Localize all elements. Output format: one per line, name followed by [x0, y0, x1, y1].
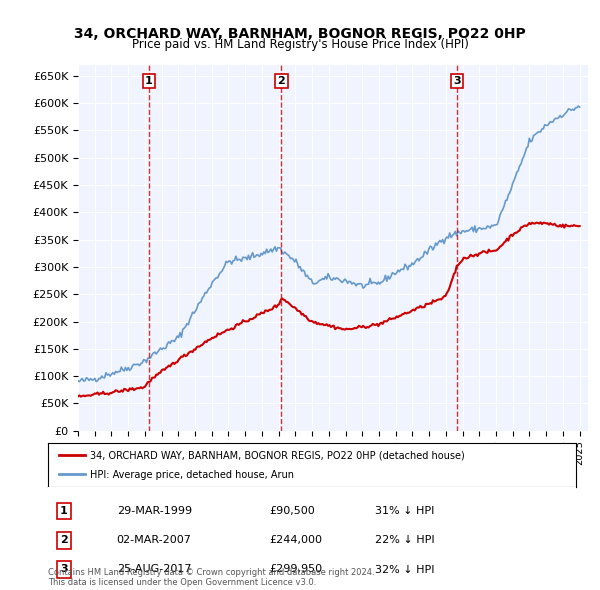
Text: 32% ↓ HPI: 32% ↓ HPI — [376, 565, 435, 575]
Text: 2: 2 — [278, 76, 286, 86]
Text: 2: 2 — [60, 535, 68, 545]
Text: 34, ORCHARD WAY, BARNHAM, BOGNOR REGIS, PO22 0HP (detached house): 34, ORCHARD WAY, BARNHAM, BOGNOR REGIS, … — [90, 451, 465, 461]
Text: £299,950: £299,950 — [270, 565, 323, 575]
Text: 22% ↓ HPI: 22% ↓ HPI — [376, 535, 435, 545]
Text: 29-MAR-1999: 29-MAR-1999 — [116, 506, 192, 516]
Text: Price paid vs. HM Land Registry's House Price Index (HPI): Price paid vs. HM Land Registry's House … — [131, 38, 469, 51]
Text: £90,500: £90,500 — [270, 506, 316, 516]
Text: 25-AUG-2017: 25-AUG-2017 — [116, 565, 191, 575]
Text: 34, ORCHARD WAY, BARNHAM, BOGNOR REGIS, PO22 0HP: 34, ORCHARD WAY, BARNHAM, BOGNOR REGIS, … — [74, 27, 526, 41]
Text: 31% ↓ HPI: 31% ↓ HPI — [376, 506, 435, 516]
Text: HPI: Average price, detached house, Arun: HPI: Average price, detached house, Arun — [90, 470, 294, 480]
Text: 1: 1 — [60, 506, 68, 516]
Text: 02-MAR-2007: 02-MAR-2007 — [116, 535, 191, 545]
Text: £244,000: £244,000 — [270, 535, 323, 545]
Text: 3: 3 — [60, 565, 68, 575]
Text: 3: 3 — [453, 76, 461, 86]
Text: 1: 1 — [145, 76, 152, 86]
Text: Contains HM Land Registry data © Crown copyright and database right 2024.
This d: Contains HM Land Registry data © Crown c… — [48, 568, 374, 587]
